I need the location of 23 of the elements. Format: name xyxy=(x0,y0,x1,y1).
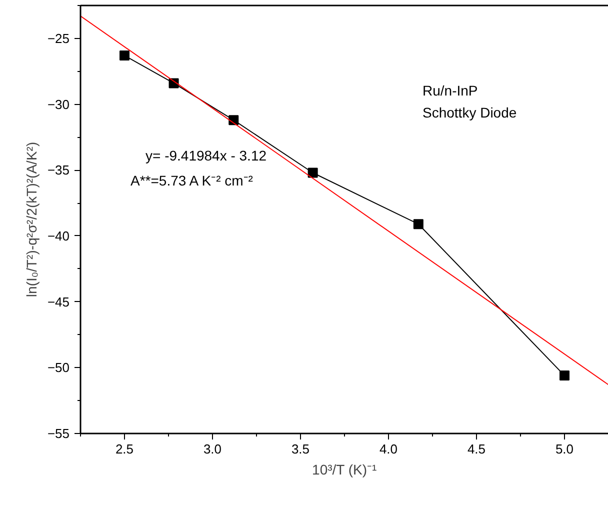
y-axis-title: ln(I₀/T²)-q²σ²/2(kT)²(A/K²) xyxy=(23,142,40,298)
annotation: Schottky Diode xyxy=(422,104,517,120)
point xyxy=(120,50,130,61)
annotation: A**=5.73 A K⁻² cm⁻² xyxy=(130,172,254,188)
y-tick-label: −35 xyxy=(47,162,70,178)
annotation: Ru/n-InP xyxy=(422,82,478,98)
y-tick-label: −55 xyxy=(47,426,70,441)
annotation: y= -9.41984x - 3.12 xyxy=(146,148,267,164)
y-tick-label: −50 xyxy=(47,360,70,376)
point xyxy=(308,168,318,178)
y-tick-label: −45 xyxy=(47,294,70,310)
y-tick-label: −40 xyxy=(47,228,70,244)
x-axis-title: 10³/T (K)⁻¹ xyxy=(312,462,378,478)
y-tick-label: −25 xyxy=(47,30,70,46)
x-tick-label: 2.5 xyxy=(115,442,134,456)
x-tick-label: 5.0 xyxy=(555,442,574,456)
x-tick-label: 3.0 xyxy=(203,442,222,456)
point xyxy=(560,370,570,381)
x-tick-label: 4.0 xyxy=(379,442,398,456)
y-tick-label: −30 xyxy=(47,96,70,112)
point xyxy=(413,219,424,230)
x-tick-label: 3.5 xyxy=(291,442,310,456)
x-tick-label: 4.5 xyxy=(467,442,486,456)
